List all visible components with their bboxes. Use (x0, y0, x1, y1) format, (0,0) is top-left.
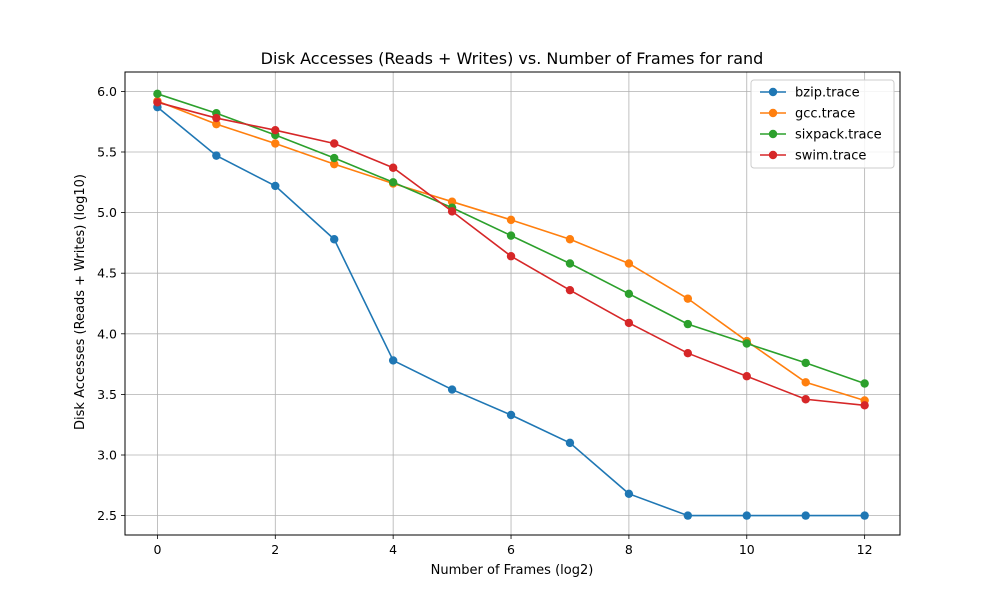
grid-lines (125, 72, 900, 535)
legend-label: swim.trace (795, 149, 866, 164)
data-point (801, 511, 810, 520)
data-point (683, 511, 693, 520)
series-swim-trace (153, 98, 869, 410)
data-point (330, 235, 339, 244)
data-point (271, 125, 280, 135)
legend: bzip.trace gcc.trace sixpack.trace swim.tra… (750, 79, 895, 169)
legend-marker (768, 108, 778, 118)
series-layer (153, 89, 869, 520)
data-point (624, 259, 634, 268)
data-point (565, 235, 575, 244)
x-tick-label: 6 (507, 542, 515, 557)
data-point (330, 139, 339, 148)
data-point (624, 318, 634, 328)
data-point (506, 410, 516, 420)
legend-marker (768, 150, 778, 160)
data-point (388, 356, 398, 365)
y-tick-label: 3.0 (97, 448, 117, 463)
legend-box (750, 79, 895, 169)
data-point (506, 252, 516, 261)
x-tick-label: 10 (739, 542, 755, 557)
data-point (860, 401, 869, 410)
data-point (388, 178, 398, 187)
data-point (565, 259, 575, 268)
x-tick-label: 8 (625, 542, 633, 557)
data-point (860, 379, 869, 388)
x-axis-label: Number of Frames (log2) (431, 563, 594, 578)
legend-label: sixpack.trace (795, 128, 882, 143)
x-tick-label: 4 (389, 542, 397, 557)
y-tick-label: 2.5 (97, 508, 117, 523)
data-point (212, 151, 221, 160)
legend-item: bzip.trace (760, 86, 860, 101)
data-point (330, 153, 339, 163)
data-point (271, 181, 280, 191)
data-point (565, 285, 575, 295)
data-point (683, 319, 693, 329)
series-bzip-trace (153, 102, 869, 520)
data-point (801, 358, 810, 368)
data-point (860, 511, 869, 520)
legend-label: gcc.trace (795, 107, 855, 122)
y-tick-label: 3.5 (97, 387, 117, 402)
data-point (742, 339, 751, 348)
legend-marker (768, 129, 778, 139)
legend-marker (768, 87, 778, 97)
data-point (153, 89, 162, 99)
data-point (742, 511, 751, 520)
data-point (447, 385, 457, 394)
legend-label: bzip.trace (795, 86, 860, 101)
data-point (506, 215, 516, 225)
x-tick-label: 2 (271, 542, 279, 557)
y-tick-label: 4.5 (97, 266, 117, 281)
data-point (683, 294, 693, 303)
data-point (565, 438, 575, 448)
y-axis-label: Disk Accesses (Reads + Writes) (log10) (73, 174, 88, 430)
data-point (506, 231, 516, 240)
data-point (624, 489, 634, 498)
data-point (447, 197, 457, 206)
data-point (683, 348, 693, 358)
data-point (742, 372, 751, 381)
legend-item: swim.trace (760, 149, 866, 164)
data-point (447, 207, 457, 216)
data-point (330, 159, 339, 169)
y-tick-label: 6.0 (97, 84, 117, 99)
data-point (212, 113, 221, 123)
axis-ticks: 0 2 4 6 8 10 12 2.5 3.0 3.5 4.0 4.5 5.0 5.5 6.0 (97, 84, 872, 557)
data-point (212, 119, 221, 129)
chart-title: Disk Accesses (Reads + Writes) vs. Numbe… (261, 49, 764, 68)
data-point (271, 139, 280, 148)
plot-frame (124, 71, 901, 536)
y-tick-label: 4.0 (97, 326, 117, 341)
legend-item: sixpack.trace (760, 128, 882, 143)
data-point (153, 98, 162, 107)
legend-item: gcc.trace (760, 107, 855, 122)
data-point (801, 378, 810, 387)
data-point (388, 163, 398, 172)
x-tick-label: 0 (153, 542, 161, 557)
y-tick-label: 5.5 (97, 144, 117, 159)
data-point (801, 395, 810, 404)
y-tick-label: 5.0 (97, 205, 117, 220)
x-tick-label: 12 (857, 542, 873, 557)
data-point (624, 289, 634, 299)
